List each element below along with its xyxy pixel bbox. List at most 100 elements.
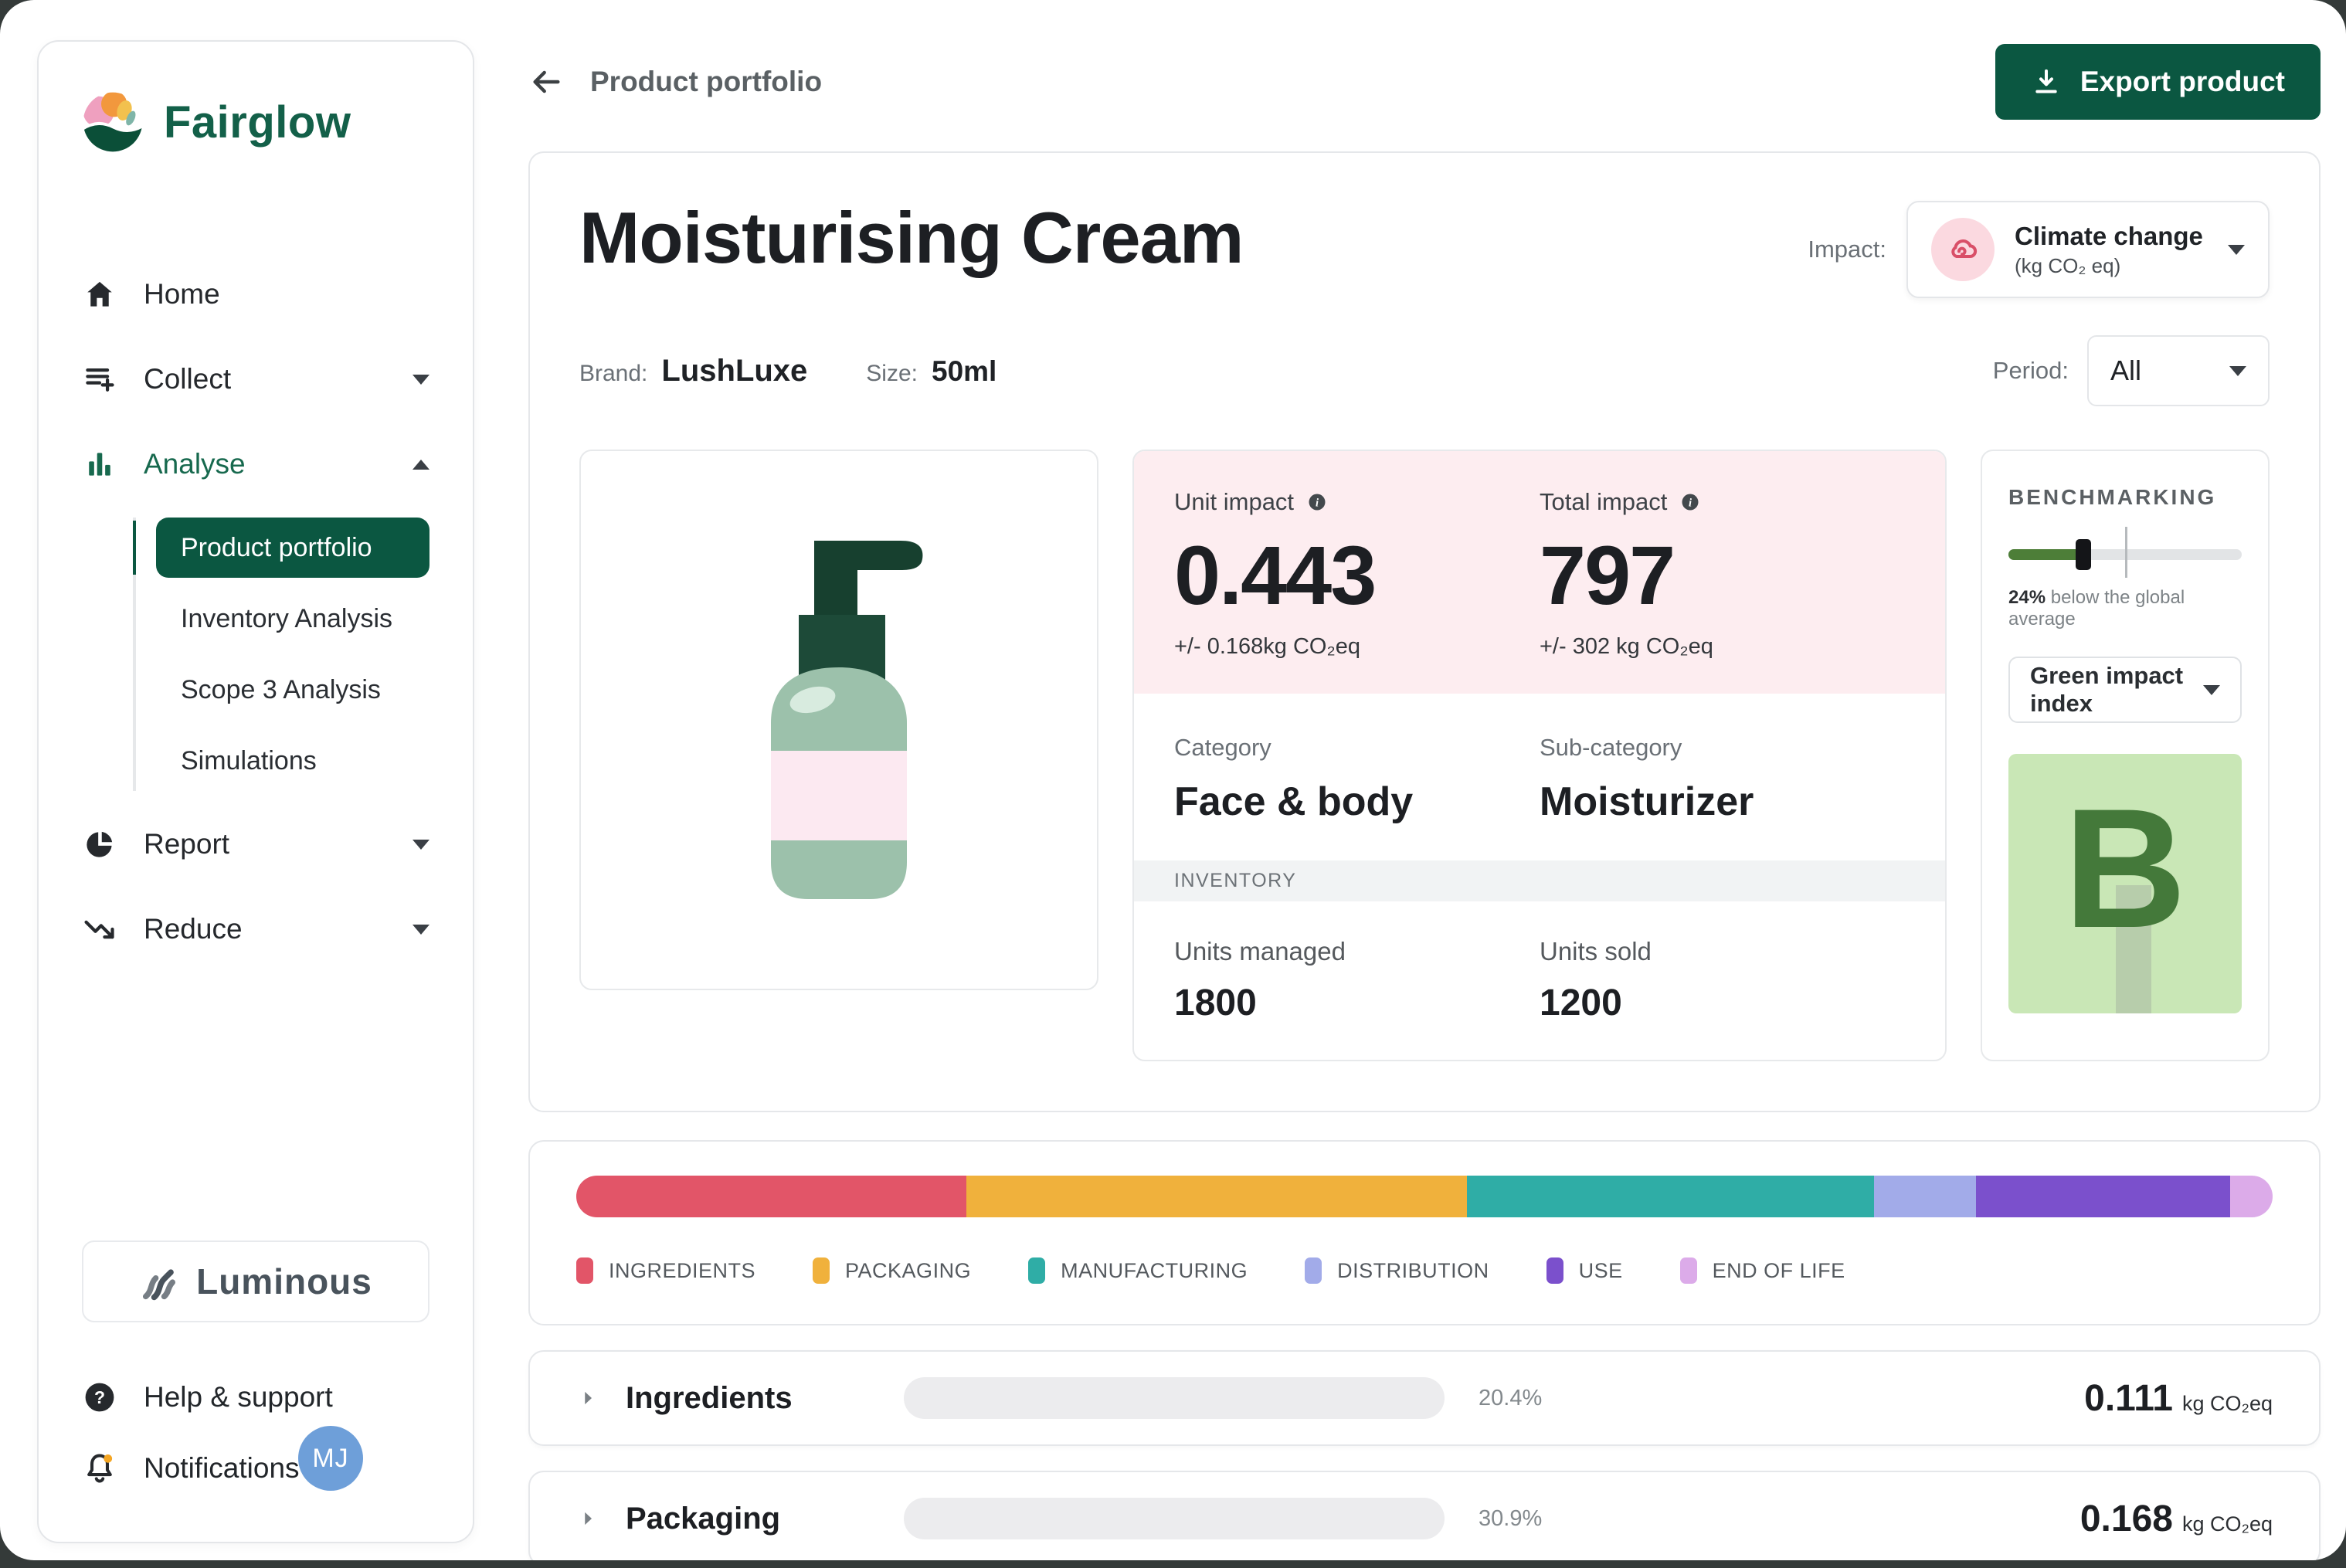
grade-tile: B: [2008, 754, 2242, 1013]
legend-item-ingredients: INGREDIENTS: [576, 1257, 755, 1284]
impact-summary: Unit impact i 0.443 +/- 0.168kg CO₂eq: [1134, 451, 1945, 694]
impact-panel: Unit impact i 0.443 +/- 0.168kg CO₂eq: [1132, 450, 1947, 1061]
reduce-icon: [82, 912, 117, 946]
legend-item-end-of-life: END OF LIFE: [1679, 1257, 1845, 1284]
legend-label: MANUFACTURING: [1061, 1258, 1248, 1282]
info-icon[interactable]: i: [1679, 491, 1701, 513]
bar-segment-use: [1975, 1176, 2231, 1217]
help-support-item[interactable]: ? Help & support: [82, 1367, 429, 1427]
notifications-label: Notifications: [144, 1452, 300, 1484]
lifecycle-chart-card: INGREDIENTS PACKAGING MANUFACTURING DISTRIB…: [528, 1140, 2321, 1325]
legend-item-distribution: DISTRIBUTION: [1305, 1257, 1489, 1284]
partner-name: Luminous: [196, 1261, 372, 1302]
category-value: Face & body: [1174, 779, 1414, 824]
subcategory-value: Moisturizer: [1540, 779, 1754, 824]
svg-text:i: i: [1689, 497, 1692, 509]
home-icon: [82, 277, 117, 311]
partner-logo: Luminous: [82, 1240, 429, 1322]
luminous-icon: [143, 1269, 176, 1301]
legend-swatch: [1546, 1257, 1563, 1284]
legend-label: DISTRIBUTION: [1337, 1258, 1489, 1282]
impact-unit: (kg CO₂ eq): [2015, 253, 2121, 277]
climate-cloud-icon: [1931, 218, 1995, 281]
unit-impact-value: 0.443: [1174, 528, 1377, 622]
sidebar-item-scope3-analysis[interactable]: Scope 3 Analysis: [156, 660, 429, 720]
chevron-down-icon: [413, 839, 429, 850]
total-impact-label: Total impact: [1540, 488, 1668, 515]
back-button[interactable]: [528, 62, 569, 102]
chevron-down-icon: [2229, 365, 2246, 376]
sidebar-item-label: Analyse: [144, 448, 246, 480]
bar-segment-end-of-life: [2230, 1176, 2273, 1217]
download-icon: [2035, 69, 2057, 93]
sidebar: Fairglow Home Collect: [37, 40, 474, 1543]
inventory-band: INVENTORY: [1134, 860, 1945, 901]
brand-value: LushLuxe: [661, 353, 808, 388]
breakdown-row-packaging[interactable]: Packaging 30.9% 0.168 kg CO₂eq: [528, 1471, 2321, 1560]
benchmark-slider-handle[interactable]: [2075, 539, 2091, 570]
sidebar-item-home[interactable]: Home: [82, 252, 429, 337]
benchmark-caption-text: below the global average: [2008, 587, 2185, 630]
sidebar-item-label: Reduce: [144, 913, 243, 945]
period-select[interactable]: All: [2087, 335, 2270, 406]
chevron-up-icon: [413, 459, 429, 470]
brand-name: Fairglow: [164, 97, 351, 148]
sidebar-item-report[interactable]: Report: [82, 802, 429, 887]
product-title: Moisturising Cream: [579, 197, 1244, 278]
sidebar-item-label: Collect: [144, 363, 232, 395]
row-label: Ingredients: [626, 1380, 793, 1415]
row-value-unit: kg CO₂eq: [2181, 1512, 2273, 1536]
row-value-number: 0.168: [2079, 1498, 2173, 1539]
sidebar-item-collect[interactable]: Collect: [82, 337, 429, 422]
caret-right-icon[interactable]: [576, 1507, 599, 1530]
sub-item-label: Simulations: [181, 745, 317, 776]
size-label: Size:: [866, 360, 918, 386]
sidebar-item-inventory-analysis[interactable]: Inventory Analysis: [156, 589, 429, 649]
bottle-illustration: [771, 541, 923, 899]
sub-item-label: Product portfolio: [181, 532, 372, 562]
topbar: Product portfolio Export product: [528, 43, 2321, 120]
brand-label: Brand:: [579, 360, 648, 386]
row-value-unit: kg CO₂eq: [2181, 1391, 2273, 1415]
bar-segment-manufacturing: [1466, 1176, 1874, 1217]
product-card: Moisturising Cream Impact: Clim: [528, 151, 2321, 1112]
impact-select[interactable]: Climate change (kg CO₂ eq): [1906, 201, 2270, 298]
stacked-bar: [576, 1176, 2273, 1217]
legend-label: PACKAGING: [845, 1258, 972, 1282]
bell-icon: [82, 1451, 117, 1486]
bar-segment-ingredients: [576, 1176, 967, 1217]
legend-swatch: [1305, 1257, 1322, 1284]
chevron-down-icon: [413, 374, 429, 385]
help-label: Help & support: [144, 1381, 333, 1413]
sidebar-footer: Luminous ? Help & support: [82, 1240, 429, 1498]
benchmark-slider: [2008, 527, 2242, 578]
row-progress-track: [904, 1498, 1445, 1539]
subcategory-label: Sub-category: [1540, 734, 1682, 761]
fairglow-logo-icon: [83, 92, 143, 152]
analyse-icon: [82, 447, 117, 481]
row-progress-track: [904, 1377, 1445, 1419]
sidebar-item-product-portfolio[interactable]: Product portfolio: [133, 518, 429, 578]
legend-label: END OF LIFE: [1712, 1258, 1845, 1282]
sidebar-item-label: Report: [144, 828, 230, 860]
total-impact-value: 797: [1540, 528, 1675, 622]
product-image: [579, 450, 1098, 990]
caret-right-icon[interactable]: [576, 1386, 599, 1410]
green-impact-index-select[interactable]: Green impact index: [2008, 657, 2242, 723]
avatar[interactable]: MJ: [298, 1426, 363, 1491]
sidebar-item-analyse[interactable]: Analyse: [82, 422, 429, 507]
impact-label: Impact:: [1808, 236, 1886, 263]
benchmarking-title: BENCHMARKING: [2008, 485, 2217, 509]
bar-segment-distribution: [1873, 1176, 1976, 1217]
legend-swatch: [1679, 1257, 1697, 1284]
period-value: All: [2110, 355, 2142, 386]
legend-swatch: [813, 1257, 830, 1284]
help-icon: ?: [82, 1380, 117, 1415]
sidebar-item-reduce[interactable]: Reduce: [82, 887, 429, 972]
notifications-item[interactable]: Notifications MJ: [82, 1426, 429, 1498]
breakdown-row-ingredients[interactable]: Ingredients 20.4% 0.111 kg CO₂eq: [528, 1350, 2321, 1446]
export-product-button[interactable]: Export product: [1995, 44, 2321, 120]
info-icon[interactable]: i: [1306, 491, 1328, 513]
sidebar-item-simulations[interactable]: Simulations: [156, 731, 429, 791]
inventory-section: Units managed 1800 Units sold 1200: [1134, 901, 1945, 1060]
